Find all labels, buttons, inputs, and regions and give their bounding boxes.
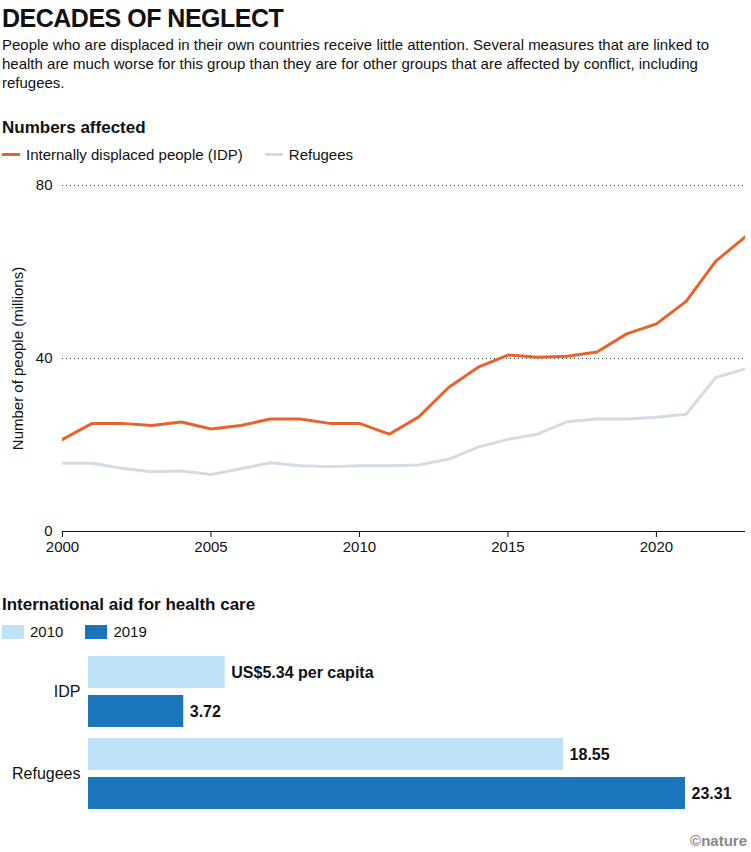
html-text:International aid for health c: International aid for health care <box>2 595 256 614</box>
svg-text:2020: 2020 <box>640 538 673 555</box>
html-text:DECADES OF NEGLECT: DECADES OF NEGLECT <box>2 4 284 32</box>
html-text:Refugees: Refugees <box>288 146 353 163</box>
html-text:People who are displaced in th: People who are displaced in their own co… <box>2 36 710 91</box>
svg-text:US$5.34 per capita: US$5.34 per capita <box>231 664 373 681</box>
svg-text:2005: 2005 <box>194 538 227 555</box>
svg-text:Number of people (millions): Number of people (millions) <box>9 267 26 450</box>
html-text:2010: 2010 <box>30 623 64 640</box>
svg-text:2000: 2000 <box>46 538 79 555</box>
svg-text:40: 40 <box>36 349 53 366</box>
svg-text:18.55: 18.55 <box>570 746 610 763</box>
svg-text:3.72: 3.72 <box>190 703 221 720</box>
html-text:Numbers affected: Numbers affected <box>2 118 146 137</box>
svg-text:23.31: 23.31 <box>692 785 732 802</box>
svg-text:2015: 2015 <box>491 538 524 555</box>
svg-text:2010: 2010 <box>343 538 376 555</box>
html-text:©nature: ©nature <box>690 832 747 849</box>
html-text:Internally displaced people (I: Internally displaced people (IDP) <box>26 146 243 163</box>
svg-text:0: 0 <box>44 522 52 539</box>
svg-text:80: 80 <box>36 176 53 193</box>
svg-text:Refugees: Refugees <box>12 765 81 782</box>
svg-text:IDP: IDP <box>54 683 81 700</box>
html-text:2019: 2019 <box>113 623 147 640</box>
